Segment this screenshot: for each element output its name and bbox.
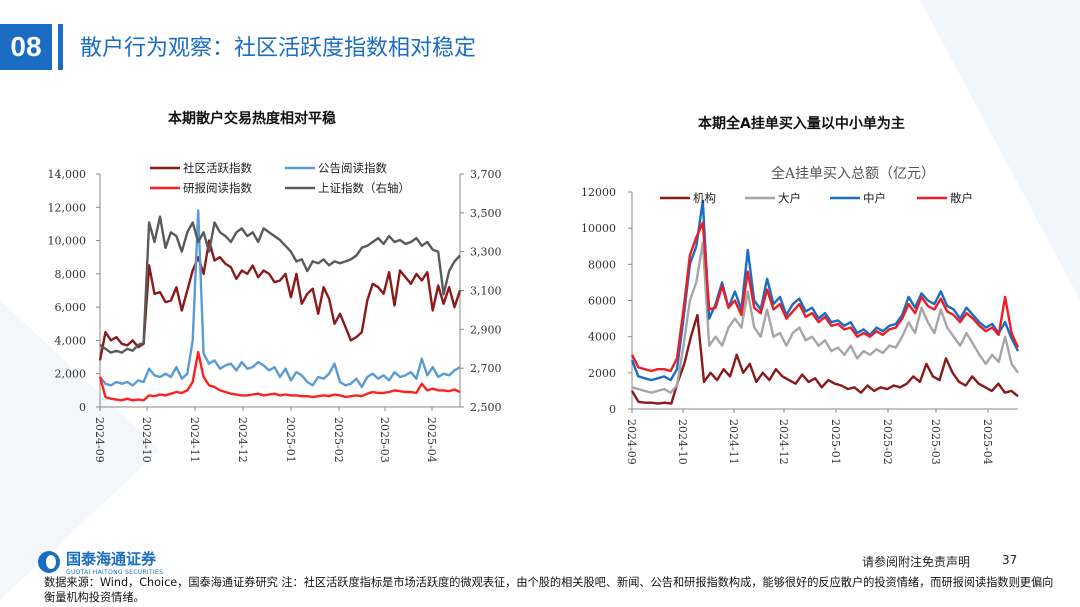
x-tick-label: 2025-04: [425, 417, 438, 463]
right-series-line-机构: [630, 313, 1019, 405]
right-chart-y-tick-label: 12000: [581, 186, 616, 199]
y-left-tick-label: 4,000: [55, 334, 87, 347]
right-chart-y-tick-label: 0: [609, 403, 616, 416]
y-left-tick-label: 10,000: [48, 235, 87, 248]
right-legend-label: 机构: [693, 191, 716, 205]
right-chart-y-tick-label: 6000: [588, 295, 616, 308]
right-chart-x-tick-label: 2025-01: [829, 419, 842, 465]
right-chart-y-tick-label: 2000: [588, 367, 616, 380]
right-chart-x-tick-label: 2024-10: [676, 419, 689, 465]
y-left-tick-label: 14,000: [48, 168, 87, 181]
right-legend-label: 中户: [863, 191, 886, 205]
y-left-tick-label: 0: [79, 401, 86, 414]
legend-label: 研报阅读指数: [183, 181, 252, 195]
x-tick-label: 2024-09: [93, 417, 106, 463]
right-legend-label: 散户: [950, 191, 973, 205]
right-series-line-散户: [630, 221, 1020, 373]
logo-icon: [38, 551, 60, 573]
y-left-tick-label: 8,000: [55, 268, 87, 281]
legend-label: 公告阅读指数: [318, 161, 387, 175]
series-line-上证指数（右轴）: [99, 215, 461, 354]
y-right-tick-label: 2,700: [470, 362, 502, 375]
y-left-tick-label: 12,000: [48, 201, 87, 214]
right-chart-subtitle: 全A挂单买入总额（亿元）: [771, 165, 935, 182]
title-divider: [58, 24, 63, 70]
logo-name-en: GUOTAI HAITONG SECURITIES: [66, 569, 164, 576]
right-chart-x-tick-label: 2024-12: [777, 419, 790, 465]
y-right-tick-label: 3,500: [470, 207, 502, 220]
series-line-社区活跃指数: [98, 239, 462, 361]
right-chart-title: 本期全A挂单买入量以中小单为主: [698, 116, 905, 132]
company-logo: 国泰海通证券 GUOTAI HAITONG SECURITIES: [38, 548, 163, 576]
right-chart-y-tick-label: 8000: [588, 258, 616, 271]
right-chart-x-tick-label: 2025-03: [929, 419, 942, 465]
y-right-tick-label: 3,700: [470, 168, 502, 181]
logo-name-cn: 国泰海通证券: [66, 550, 157, 568]
section-number: 08: [0, 24, 52, 70]
disclaimer-text: 请参阅附注免责声明: [862, 555, 971, 569]
y-right-tick-label: 3,300: [470, 246, 502, 259]
series-line-公告阅读指数: [99, 209, 461, 389]
legend-label: 社区活跃指数: [183, 161, 252, 175]
y-right-tick-label: 2,900: [470, 323, 502, 336]
right-chart-y-tick-label: 10000: [581, 222, 616, 235]
x-tick-label: 2025-03: [378, 417, 391, 463]
x-tick-label: 2025-02: [332, 417, 345, 463]
right-legend-label: 大户: [778, 191, 801, 205]
source-note: 数据来源：Wind，Choice，国泰海通证券研究 注：社区活跃度指标是市场活跃…: [44, 576, 1054, 604]
y-left-tick-label: 6,000: [55, 301, 87, 314]
right-series-line-大户: [631, 241, 1019, 394]
y-left-tick-label: 2,000: [55, 368, 87, 381]
right-chart-x-tick-label: 2025-02: [881, 419, 894, 465]
right-chart-x-tick-label: 2024-11: [727, 419, 740, 465]
y-right-tick-label: 3,100: [470, 285, 502, 298]
legend-label: 上证指数（右轴）: [318, 181, 410, 195]
x-tick-label: 2024-10: [140, 417, 153, 463]
background-decoration-top: [920, 0, 1080, 300]
page-number: 37: [1002, 553, 1018, 567]
left-chart-title: 本期散户交易热度相对平稳: [168, 111, 336, 127]
y-right-tick-label: 2,500: [470, 401, 502, 414]
right-chart-x-tick-label: 2024-09: [625, 419, 638, 465]
x-tick-label: 2025-01: [284, 417, 297, 463]
series-line-研报阅读指数: [98, 350, 461, 402]
right-chart-x-tick-label: 2025-04: [981, 419, 994, 465]
x-tick-label: 2024-11: [188, 417, 201, 463]
right-chart-y-tick-label: 4000: [588, 331, 616, 344]
page-title: 散户行为观察：社区活跃度指数相对稳定: [80, 36, 477, 61]
x-tick-label: 2024-12: [236, 417, 249, 463]
right-series-line-中户: [630, 199, 1020, 382]
